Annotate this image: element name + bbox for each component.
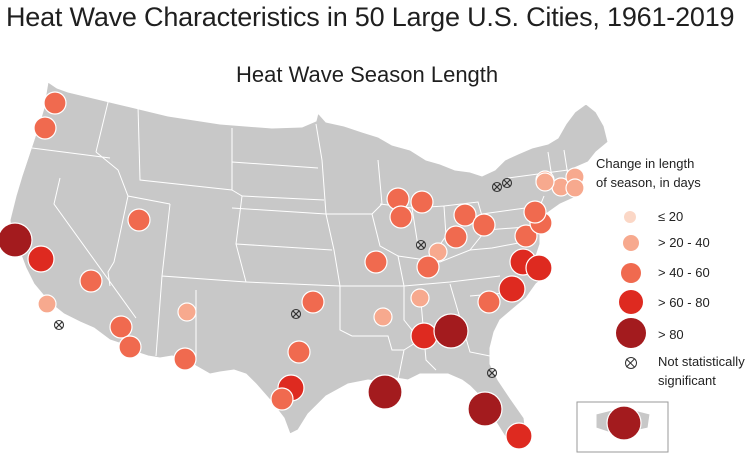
legend-swatch-le-20 bbox=[624, 211, 636, 223]
city-marker-cleveland bbox=[472, 213, 496, 237]
border-10 bbox=[235, 243, 333, 251]
main-title: Heat Wave Characteristics in 50 Large U.… bbox=[6, 2, 735, 32]
city-marker-albuquerque bbox=[177, 302, 197, 322]
city-marker-san-antonio bbox=[270, 387, 294, 411]
city-marker-boston bbox=[535, 172, 555, 192]
city-marker-louisville bbox=[416, 255, 440, 279]
city-marker-phoenix bbox=[109, 315, 133, 339]
city-marker-atlanta bbox=[433, 313, 469, 349]
border-24 bbox=[403, 275, 501, 287]
legend-title-line1: Change in length bbox=[596, 156, 695, 171]
border-26 bbox=[419, 289, 437, 371]
city-marker-raleigh bbox=[498, 275, 526, 303]
legend-title-line2: of season, in days bbox=[596, 175, 701, 190]
city-marker-las-vegas bbox=[79, 269, 103, 293]
legend-swatch-60-80 bbox=[619, 290, 643, 314]
city-marker-nashville bbox=[410, 288, 430, 308]
legend-label-not-significant-line1: Not statistically bbox=[658, 354, 745, 369]
city-markers bbox=[0, 91, 642, 450]
puerto-rico-inset-box bbox=[576, 401, 669, 453]
legend-item-not-significant: Not statistically significant bbox=[596, 354, 746, 394]
legend-item-40-60: > 40 - 60 bbox=[596, 262, 746, 286]
map-subtitle: Heat Wave Season Length bbox=[236, 62, 499, 87]
city-marker-pittsburgh bbox=[514, 224, 538, 248]
city-marker-cincinnati bbox=[428, 242, 448, 262]
legend-label-gt-80: > 80 bbox=[658, 327, 684, 342]
legend-item-gt-80: > 80 bbox=[596, 318, 746, 348]
not-significant-icon bbox=[625, 357, 637, 369]
city-marker-salt-lake-city bbox=[127, 208, 151, 232]
city-marker-virginia-beach bbox=[525, 254, 553, 282]
city-marker-portland bbox=[33, 116, 57, 140]
legend-item-le-20: ≤ 20 bbox=[596, 206, 746, 230]
marker-not-significant-jacksonville bbox=[486, 367, 498, 379]
border-12 bbox=[231, 207, 327, 215]
city-marker-fresno bbox=[27, 245, 55, 273]
city-marker-miami bbox=[505, 422, 533, 450]
city-marker-san-francisco bbox=[0, 222, 33, 258]
contiguous-us-land bbox=[9, 81, 609, 445]
city-marker-charlotte bbox=[477, 290, 501, 314]
city-marker-el-paso bbox=[173, 347, 197, 371]
city-marker-milwaukee bbox=[389, 205, 413, 229]
marker-not-significant-buffalo bbox=[491, 181, 503, 193]
border-19 bbox=[352, 335, 404, 351]
legend-label-40-60: > 40 - 60 bbox=[658, 265, 710, 280]
border-14 bbox=[245, 281, 353, 337]
legend-label-20-40: > 20 - 40 bbox=[658, 235, 710, 250]
city-marker-baltimore bbox=[523, 200, 547, 224]
border-27 bbox=[449, 283, 491, 357]
legend-label-60-80: > 60 - 80 bbox=[658, 295, 710, 310]
legend-label-not-significant-line2: significant bbox=[658, 373, 716, 388]
border-6 bbox=[137, 105, 233, 191]
city-marker-dallas bbox=[287, 340, 311, 364]
legend: Change in length of season, in days ≤ 20… bbox=[596, 154, 746, 388]
city-marker-chicago bbox=[410, 190, 434, 214]
legend-swatch-40-60 bbox=[621, 263, 641, 283]
city-marker-san-juan bbox=[606, 405, 642, 441]
legend-item-20-40: > 20 - 40 bbox=[596, 232, 746, 256]
land-shapes bbox=[9, 81, 651, 445]
legend-swatch-gt-80 bbox=[616, 318, 646, 348]
city-marker-tampa bbox=[467, 391, 503, 427]
city-marker-providence bbox=[565, 178, 585, 198]
marker-not-significant-san-diego bbox=[53, 319, 65, 331]
city-marker-new-orleans bbox=[367, 374, 403, 410]
legend-item-60-80: > 60 - 80 bbox=[596, 290, 746, 314]
marker-not-significant-tulsa bbox=[290, 308, 302, 320]
border-5 bbox=[107, 195, 129, 287]
border-2 bbox=[95, 93, 111, 153]
border-17 bbox=[326, 213, 405, 287]
border-13 bbox=[241, 195, 325, 201]
city-marker-oklahoma-city bbox=[301, 290, 325, 314]
legend-swatch-20-40 bbox=[623, 235, 639, 251]
city-marker-kansas-city bbox=[364, 250, 388, 274]
border-8 bbox=[155, 275, 163, 357]
border-4 bbox=[95, 151, 171, 205]
city-marker-los-angeles bbox=[37, 294, 57, 314]
city-marker-seattle bbox=[43, 91, 67, 115]
border-11 bbox=[231, 161, 319, 169]
border-1 bbox=[31, 147, 111, 159]
city-marker-birmingham bbox=[410, 322, 438, 350]
city-marker-memphis bbox=[373, 307, 393, 327]
city-marker-detroit bbox=[453, 203, 477, 227]
marker-not-significant-rochester bbox=[501, 177, 513, 189]
city-marker-tucson bbox=[118, 335, 142, 359]
marker-not-significant-indianapolis bbox=[415, 239, 427, 251]
legend-label-le-20: ≤ 20 bbox=[658, 209, 684, 224]
city-marker-columbus bbox=[444, 225, 468, 249]
